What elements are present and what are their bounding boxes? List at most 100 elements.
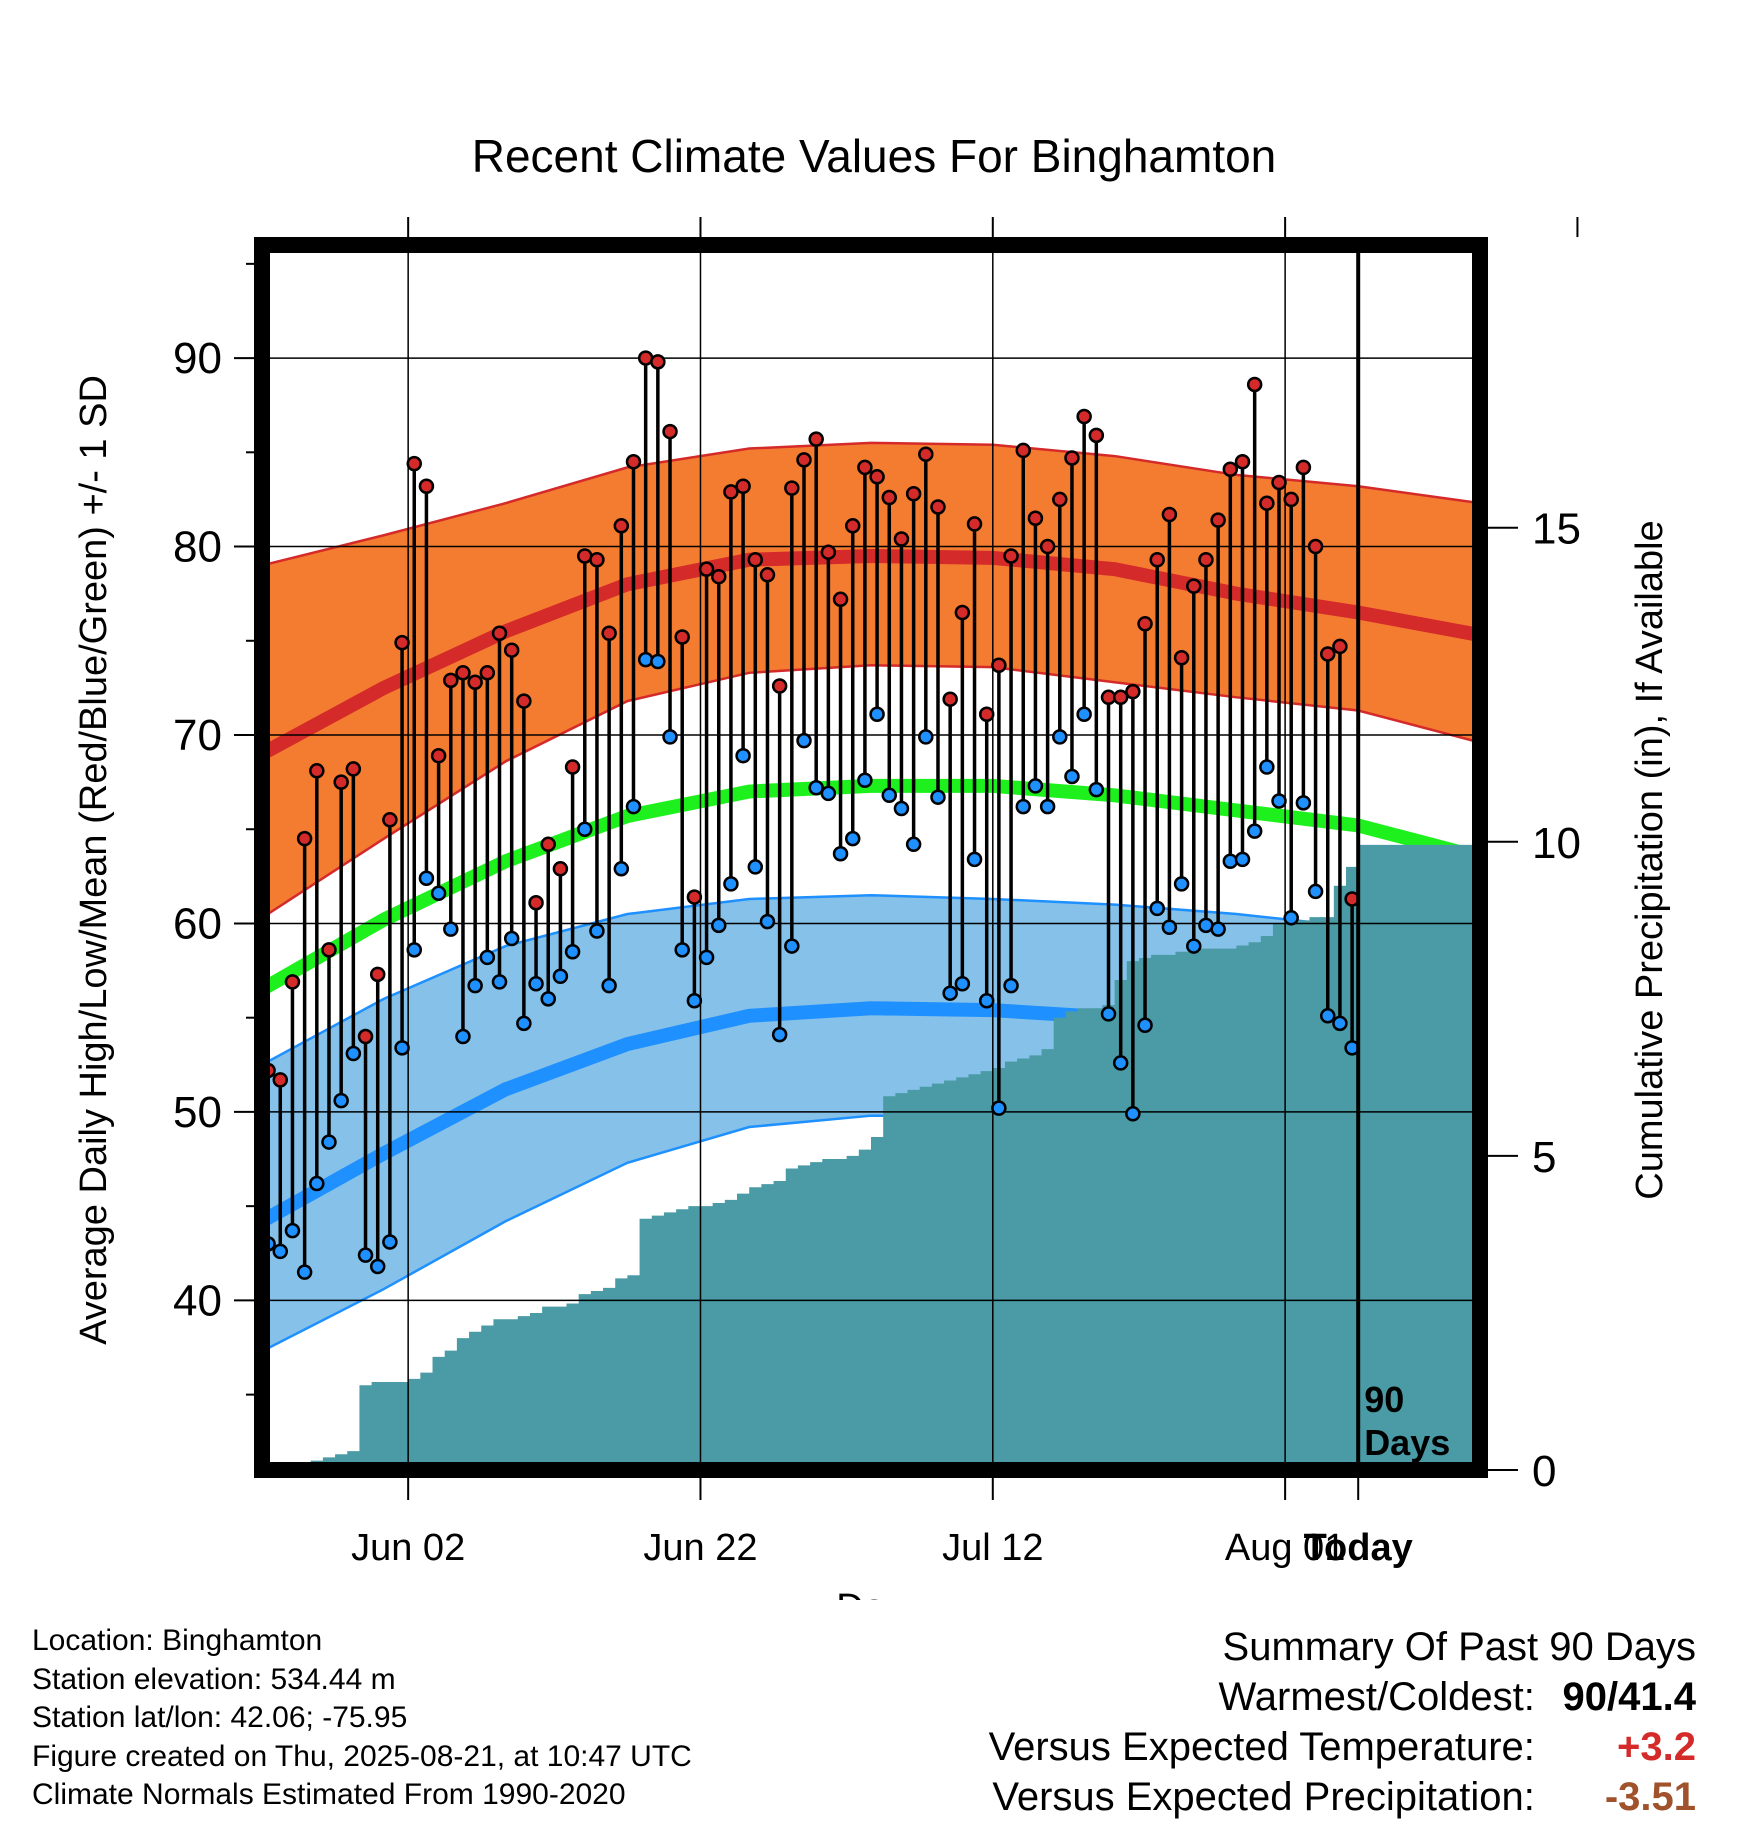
daily-high-point [711, 568, 727, 585]
daily-high-point [406, 455, 422, 472]
daily-high-point [272, 1072, 289, 1088]
daily-low-point [747, 859, 764, 875]
daily-low-point [1320, 1008, 1336, 1024]
daily-low-point [881, 787, 898, 804]
daily-high-point [491, 625, 508, 641]
daily-high-point [516, 693, 532, 709]
daily-high-point [394, 634, 410, 651]
y2-tick-label: 0 [1532, 1447, 1556, 1496]
normal-high-band-lower-edge [262, 664, 1480, 919]
summary-precip-row: Versus Expected Precipitation: -3.51 [989, 1772, 1696, 1822]
daily-low-point [674, 942, 690, 958]
daily-high-point [942, 691, 958, 707]
daily-high-point [455, 665, 471, 681]
daily-high-point [820, 544, 837, 560]
climate-chart: Recent Climate Values For Binghamton 90D… [73, 0, 1671, 1600]
daily-high-point [1259, 495, 1275, 511]
daily-high-point [1186, 578, 1202, 594]
daily-high-point [747, 551, 764, 568]
daily-low-point [625, 798, 642, 815]
daily-high-point [905, 486, 922, 502]
daily-low-point [1358, 0, 1371, 7]
daily-high-point [844, 518, 861, 534]
daily-high-point [589, 551, 605, 568]
daily-low-point [613, 861, 630, 877]
summary-panel: Summary Of Past 90 Days Warmest/Coldest:… [989, 1622, 1696, 1822]
daily-low-point [1149, 900, 1165, 917]
daily-high-point [1064, 450, 1080, 466]
daily-high-point [1039, 538, 1056, 555]
daily-low-point [918, 729, 934, 745]
y2-tick-label: 10 [1532, 819, 1581, 868]
daily-high-point [674, 629, 690, 645]
daily-low-point [491, 974, 508, 990]
daily-low-point [808, 780, 824, 796]
daily-high-point [1052, 491, 1068, 508]
daily-high-point [1149, 551, 1165, 568]
x-tick-label: Today [1304, 1527, 1413, 1569]
daily-low-point [418, 870, 435, 886]
daily-high-point [650, 354, 666, 370]
summary-warmest-row: Warmest/Coldest: 90/41.4 [989, 1672, 1697, 1722]
daily-high-point [309, 763, 325, 779]
daily-high-point [784, 480, 800, 496]
daily-high-point [552, 861, 569, 877]
temp-anomaly-value: +3.2 [1617, 1725, 1696, 1769]
daily-low-point [686, 992, 703, 1009]
y2-axis-label: Cumulative Precipitation (in), If Availa… [1629, 520, 1671, 1199]
daily-low-point [1076, 706, 1092, 723]
window-label-number: 90 [1364, 1379, 1404, 1420]
daily-high-point [808, 431, 824, 447]
daily-low-point [406, 942, 422, 958]
daily-low-point [430, 885, 447, 902]
location-text: Location: Binghamton [32, 1624, 323, 1657]
daily-high-point [1088, 427, 1105, 444]
daily-low-point [966, 851, 983, 868]
daily-high-point [1137, 616, 1153, 632]
summary-temp-row: Versus Expected Temperature: +3.2 [989, 1722, 1696, 1772]
x-tick-label: Jun 02 [351, 1527, 465, 1569]
daily-low-point [296, 1264, 313, 1280]
created-text: Figure created on Thu, 2025-08-21, at 10… [32, 1739, 692, 1773]
y-tick-label: 40 [173, 1276, 222, 1325]
daily-low-point [784, 938, 800, 954]
normal-high-band [262, 442, 1480, 918]
daily-high-point [613, 518, 630, 534]
daily-low-point [333, 1092, 349, 1109]
daily-low-point [1271, 793, 1287, 809]
x-tick-label: Jun 22 [643, 1527, 757, 1569]
daily-low-point [455, 1028, 471, 1045]
precip-label: Versus Expected Precipitation: [992, 1775, 1535, 1819]
daily-high-point [1271, 474, 1287, 491]
summary-title: Summary Of Past 90 Days [1222, 1625, 1696, 1669]
daily-low-point [369, 1258, 386, 1275]
daily-low-point [1003, 977, 1019, 994]
daily-high-point [966, 516, 983, 532]
daily-low-point [309, 1175, 325, 1192]
daily-low-point [443, 921, 459, 937]
daily-low-point [1112, 1055, 1129, 1071]
daily-low-point [1234, 851, 1251, 868]
daily-high-point [881, 489, 898, 506]
precip-anomaly-value: -3.51 [1604, 1775, 1696, 1819]
daily-low-point [930, 789, 946, 805]
daily-high-point [954, 604, 971, 621]
daily-low-point [1015, 798, 1031, 815]
y-tick-label: 90 [173, 334, 222, 383]
daily-low-point [1027, 778, 1044, 794]
y-axis-label: Average Daily High/Low/Mean (Red/Blue/Gr… [73, 375, 115, 1345]
daily-high-point [382, 812, 398, 828]
daily-low-point [637, 651, 654, 668]
x-axis-label: Day [836, 1587, 904, 1600]
daily-low-point [735, 747, 751, 764]
normal-mean-line [262, 778, 1480, 996]
daily-high-point [625, 453, 642, 470]
daily-low-point [1246, 823, 1263, 839]
daily-low-point [942, 985, 958, 1001]
daily-low-point [1295, 795, 1312, 811]
daily-low-point [698, 949, 715, 966]
x-tick-label: Aug 01 [1225, 1527, 1345, 1569]
daily-low-point [516, 1015, 532, 1032]
daily-high-point [832, 591, 849, 608]
daily-high-point [1198, 551, 1214, 568]
